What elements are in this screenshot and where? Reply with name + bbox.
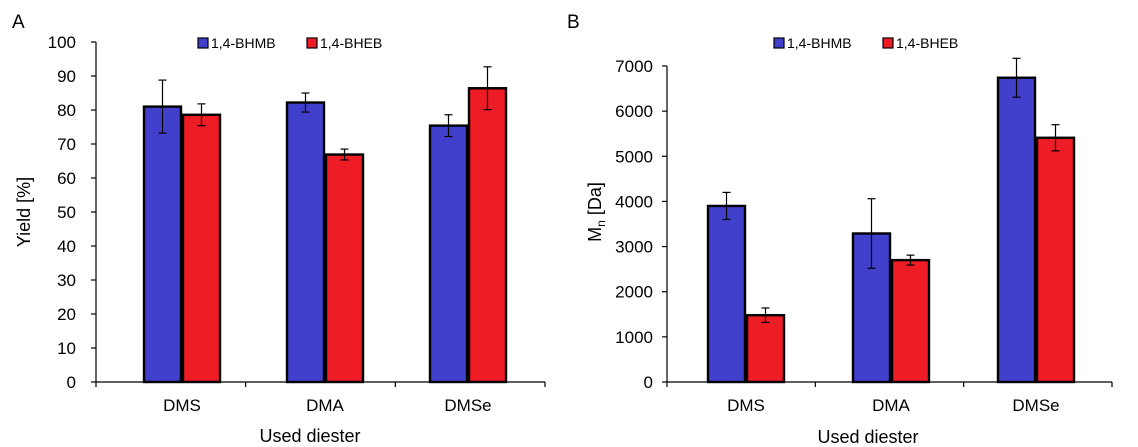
panel-b-y-tick-label: 2000 bbox=[615, 283, 653, 302]
panel-a-bar-dmse-series1 bbox=[428, 124, 469, 384]
panel-a-plot-area: 0 10 20 30 40 50 60 70 80 90 100 DMS DMA DMSe 1,4-BHMB… bbox=[48, 33, 546, 415]
panel-b-y-tick-label: 7000 bbox=[615, 57, 653, 76]
panel-b-bar-dms-series2 bbox=[745, 313, 786, 384]
panel-a-bar-dms-series1 bbox=[142, 105, 183, 384]
panel-b-y-axis-title-main: M bbox=[585, 227, 605, 242]
panel-a-legend-label: 1,4-BHEB bbox=[320, 35, 382, 51]
panel-b-x-tick-label: DMSe bbox=[1012, 396, 1059, 415]
panel-b-x-axis-title: Used diester bbox=[817, 427, 918, 447]
panel-b-bar-dms-series1 bbox=[706, 204, 747, 384]
panel-a-legend-label: 1,4-BHMB bbox=[211, 35, 276, 51]
panel-b-bar-dma-series2 bbox=[890, 258, 931, 384]
panel-b-legend-label: 1,4-BHMB bbox=[787, 35, 852, 51]
panel-b-bar-dmse-series2 bbox=[1035, 136, 1076, 384]
panel-a-y-tick-label: 40 bbox=[57, 237, 76, 256]
panel-b-y-axis-title-subscript: n bbox=[594, 220, 608, 227]
chart-panel-a: A Yield [%] Used diester 0 10 20 30 40 50 60 70… bbox=[12, 12, 546, 446]
panel-b-y-tick-label: 1000 bbox=[615, 328, 653, 347]
panel-a-y-tick-label: 0 bbox=[67, 373, 76, 392]
panel-a-letter: A bbox=[12, 12, 25, 33]
panel-a-y-tick-label: 60 bbox=[57, 169, 76, 188]
panel-b-legend-swatch bbox=[882, 37, 894, 49]
panel-b-x-tick-label: DMS bbox=[727, 396, 765, 415]
panel-a-x-axis-title: Used diester bbox=[259, 426, 360, 446]
panel-a-y-tick-label: 70 bbox=[57, 135, 76, 154]
panel-a-x-tick-label: DMS bbox=[163, 396, 201, 415]
panel-a-bar-dma-series1 bbox=[285, 101, 326, 384]
panel-a-x-tick-label: DMSe bbox=[444, 396, 491, 415]
panel-b-letter: B bbox=[567, 12, 580, 33]
panel-a-legend-swatch bbox=[197, 37, 209, 49]
panel-b-y-tick-label: 5000 bbox=[615, 147, 653, 166]
panel-b-x-tick-label: DMA bbox=[872, 396, 910, 415]
panel-b-y-tick-label: 6000 bbox=[615, 102, 653, 121]
chart-panel-b: B Mn [Da] Used diester 0 1000 2000 3000 4000… bbox=[567, 12, 1113, 447]
panel-b-legend-label: 1,4-BHEB bbox=[896, 35, 958, 51]
panel-a-legend-swatch bbox=[306, 37, 318, 49]
panel-b-bar-dmse-series1 bbox=[996, 76, 1037, 384]
panel-b-y-axis-title-suffix: [Da] bbox=[585, 182, 605, 220]
panel-a-y-tick-label: 10 bbox=[57, 339, 76, 358]
panel-b-legend-swatch bbox=[773, 37, 785, 49]
panel-a-y-axis-title: Yield [%] bbox=[14, 177, 34, 247]
panel-a-bar-dms-series2 bbox=[181, 113, 222, 384]
panel-a-x-tick-label: DMA bbox=[306, 396, 344, 415]
panel-a-y-tick-label: 90 bbox=[57, 67, 76, 86]
panel-b-y-tick-label: 0 bbox=[644, 373, 653, 392]
panel-a-y-tick-label: 30 bbox=[57, 271, 76, 290]
panel-b-y-tick-label: 3000 bbox=[615, 238, 653, 257]
panel-a-bar-dma-series2 bbox=[324, 153, 365, 384]
panel-a-y-tick-label: 80 bbox=[57, 101, 76, 120]
panel-b-plot-area: 0 1000 2000 3000 4000 5000 6000 7000 DMS DMA DMSe 1… bbox=[615, 35, 1113, 415]
panel-a-y-tick-label: 20 bbox=[57, 305, 76, 324]
panel-a-y-tick-label: 100 bbox=[48, 33, 76, 52]
panel-a-bar-dmse-series2 bbox=[467, 87, 508, 384]
panel-b-y-tick-label: 4000 bbox=[615, 192, 653, 211]
panel-b-y-axis-title: Mn [Da] bbox=[585, 182, 608, 242]
panel-a-y-tick-label: 50 bbox=[57, 203, 76, 222]
